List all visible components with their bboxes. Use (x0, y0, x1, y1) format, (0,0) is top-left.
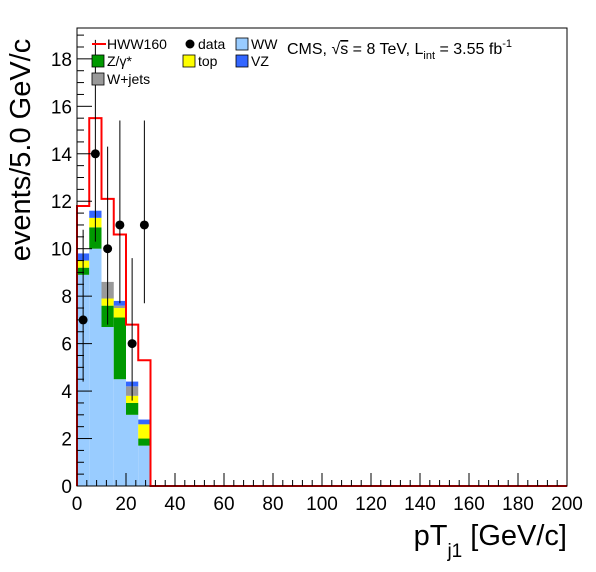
bar-top-bin-5 (138, 424, 151, 439)
x-tick-label-10: 200 (551, 494, 583, 515)
legend-w-jets-swatch (91, 72, 105, 86)
x-axis-label-unit: [GeV/c] (462, 520, 567, 552)
bar-w-jets-bin-3 (113, 305, 126, 309)
x-tick-label-3: 60 (213, 494, 234, 515)
x-tick-label-1: 20 (115, 494, 136, 515)
legend-top-swatch (182, 54, 196, 68)
y-tick-label-6: 12 (51, 192, 72, 213)
y-axis-label: events/5.0 GeV/c (5, 39, 37, 261)
x-tick-label-5: 100 (306, 494, 338, 515)
sqrt-symbol: √ (331, 41, 340, 58)
signal-line (76, 117, 567, 487)
energy-text: = 8 TeV, L (348, 41, 423, 58)
bar-z--bin-3 (113, 317, 126, 380)
y-tick-label-9: 18 (51, 50, 72, 71)
bar-ww-bin-5 (138, 445, 151, 486)
x-tick-label-0: 0 (72, 494, 83, 515)
lumi-sub: int (423, 50, 435, 62)
y-tick-label-4: 8 (61, 287, 72, 308)
y-tick-label-2: 4 (61, 382, 72, 403)
legend-vz-label: VZ (251, 53, 269, 69)
legend-data-swatch (185, 39, 195, 49)
lumi-sup: -1 (502, 38, 512, 50)
data-point-1 (90, 149, 100, 159)
y-tick-label-7: 14 (51, 145, 73, 166)
x-tick-label-7: 140 (404, 494, 436, 515)
y-tick-label-5: 10 (51, 240, 72, 261)
legend-top-label: top (198, 53, 218, 69)
y-tick-label-8: 16 (51, 97, 72, 118)
legend: HWW160 data WW Z/γ* top VZ W+jets (91, 36, 278, 87)
signal-histogram (76, 117, 567, 487)
legend-hww160-label: HWW160 (107, 36, 167, 52)
data-point-4 (127, 339, 137, 349)
cms-annotation: CMS, √s = 8 TeV, Lint = 3.55 fb-1 (287, 38, 512, 62)
legend-w-jets-label: W+jets (107, 71, 150, 87)
y-tick-label-0: 0 (61, 477, 72, 498)
x-axis-label: pTj1 [GeV/c] (414, 520, 567, 562)
x-tick-label-4: 80 (262, 494, 283, 515)
y-tick-label-1: 2 (61, 430, 72, 451)
y-tick-label-3: 6 (61, 335, 72, 356)
x-tick-label-2: 40 (164, 494, 185, 515)
legend-vz-swatch (235, 54, 249, 68)
legend-ww-swatch (235, 37, 249, 51)
legend-z--label: Z/γ* (107, 53, 132, 69)
x-tick-label-8: 160 (453, 494, 485, 515)
bar-vz-bin-5 (138, 419, 151, 425)
legend-ww-label: WW (251, 36, 278, 52)
bar-ww-bin-3 (113, 379, 126, 486)
data-point-5 (139, 220, 149, 230)
data-point-2 (103, 244, 113, 254)
lumi-value: = 3.55 fb (435, 41, 502, 58)
x-axis-label-sub: j1 (446, 541, 462, 562)
bar-z--bin-5 (138, 438, 151, 446)
x-tick-label-6: 120 (355, 494, 387, 515)
x-axis-label-main: pT (414, 520, 448, 552)
legend-data-label: data (198, 36, 225, 52)
bar-z--bin-4 (126, 402, 139, 415)
sqrt-s: s (340, 41, 348, 58)
bar-ww-bin-4 (126, 414, 139, 486)
legend-z--swatch (91, 54, 105, 68)
bar-ww-bin-1 (89, 248, 102, 486)
data-point-3 (115, 220, 125, 230)
bar-ww-bin-2 (101, 327, 114, 486)
axes: 0 20 40 60 80 100 120 140 160 180 200 0 2 4 6 8 10 12 14 16… (51, 34, 583, 515)
x-tick-label-9: 180 (502, 494, 534, 515)
bar-top-bin-3 (113, 308, 126, 318)
